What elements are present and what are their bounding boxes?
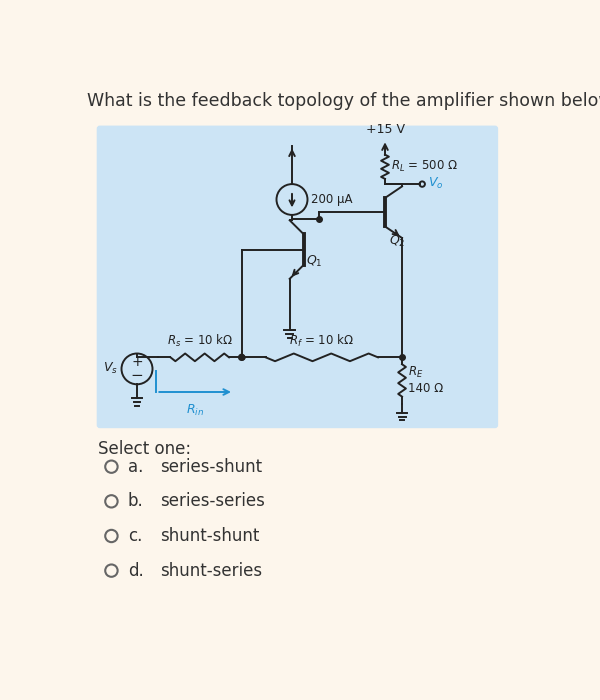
Text: series-series: series-series [160, 492, 265, 510]
Text: $Q_2$: $Q_2$ [389, 234, 406, 249]
Text: $R_f$ = 10 kΩ: $R_f$ = 10 kΩ [289, 332, 354, 349]
Text: 200 μA: 200 μA [311, 193, 353, 206]
Text: What is the feedback topology of the amplifier shown below?: What is the feedback topology of the amp… [86, 92, 600, 110]
Text: c.: c. [128, 527, 142, 545]
Text: +: + [131, 355, 143, 369]
Text: $R_s$ = 10 kΩ: $R_s$ = 10 kΩ [167, 332, 233, 349]
Text: $R_L$ = 500 Ω: $R_L$ = 500 Ω [391, 159, 458, 174]
Text: $V_s$: $V_s$ [103, 361, 118, 377]
Text: d.: d. [128, 561, 143, 580]
Text: series-shunt: series-shunt [160, 458, 262, 476]
Circle shape [239, 355, 244, 360]
Text: $R_E$
140 Ω: $R_E$ 140 Ω [408, 365, 443, 396]
Text: a.: a. [128, 458, 143, 476]
Text: $V_o$: $V_o$ [428, 176, 443, 191]
Text: b.: b. [128, 492, 143, 510]
Text: +15 V: +15 V [365, 122, 404, 136]
Text: $Q_1$: $Q_1$ [306, 253, 323, 269]
Text: shunt-series: shunt-series [160, 561, 262, 580]
Text: Select one:: Select one: [98, 440, 191, 458]
Text: $R_{in}$: $R_{in}$ [186, 402, 204, 418]
FancyBboxPatch shape [97, 125, 498, 428]
Text: shunt-shunt: shunt-shunt [160, 527, 260, 545]
Text: −: − [131, 368, 143, 384]
